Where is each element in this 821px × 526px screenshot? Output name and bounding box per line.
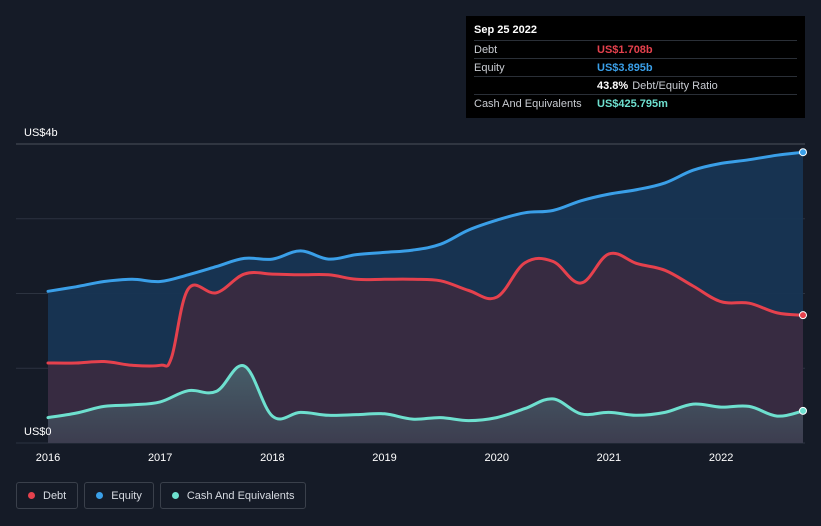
series-lines [46, 150, 805, 423]
y-axis-bottom-label: US$0 [24, 426, 52, 438]
legend-dot-debt [28, 492, 35, 499]
x-tick-label: 2021 [597, 452, 621, 464]
equity-end-marker[interactable] [799, 148, 807, 157]
tooltip-row-ratio: 43.8% Debt/Equity Ratio [474, 76, 797, 94]
tooltip-cash-value: US$425.795m [597, 97, 668, 110]
legend-dot-equity [96, 492, 104, 499]
x-tick-label: 2020 [484, 452, 508, 464]
x-tick-label: 2022 [709, 452, 733, 464]
x-tick-label: 2019 [372, 452, 396, 464]
data-tooltip: Sep 25 2022 Debt US$1.708b Equity US$3.8… [466, 16, 805, 118]
legend-label-cash: Cash And Equivalents [186, 489, 295, 502]
series-end-markers [799, 148, 807, 415]
tooltip-date: Sep 25 2022 [474, 24, 537, 36]
tooltip-equity-label: Equity [474, 61, 505, 74]
x-axis-ticks: 2016 2017 2018 2019 2020 2021 2022 [36, 452, 734, 464]
cash-end-marker[interactable] [799, 406, 807, 415]
tooltip-debt-label: Debt [474, 43, 498, 56]
cash-line [46, 364, 805, 423]
legend-item-equity[interactable]: Equity [84, 482, 154, 509]
series-areas [48, 152, 803, 443]
debt-line [46, 251, 805, 368]
legend-item-cash[interactable]: Cash And Equivalents [159, 482, 307, 509]
x-tick-label: 2018 [260, 452, 284, 464]
tooltip-debt-value: US$1.708b [597, 43, 653, 56]
legend-label-equity: Equity [111, 489, 142, 502]
legend-item-debt[interactable]: Debt [16, 482, 79, 509]
tooltip-ratio-value: 43.8% [597, 79, 629, 92]
equity-line [46, 150, 805, 293]
tooltip-equity-value: US$3.895b [597, 61, 653, 74]
x-tick-label: 2016 [36, 452, 60, 464]
tooltip-cash-label: Cash And Equivalents [474, 97, 582, 110]
debt-end-marker[interactable] [799, 311, 807, 320]
tooltip-ratio-label: Debt/Equity Ratio [632, 79, 718, 92]
tooltip-row-cash: Cash And Equivalents US$425.795m [474, 94, 797, 112]
cash-area [48, 365, 803, 443]
chart-legend: Debt Equity Cash And Equivalents [16, 482, 307, 509]
tooltip-row-debt: Debt US$1.708b [474, 40, 797, 58]
x-tick-label: 2017 [148, 452, 172, 464]
y-axis-top-label: US$4b [24, 127, 58, 139]
tooltip-row-equity: Equity US$3.895b [474, 58, 797, 76]
legend-label-debt: Debt [43, 489, 67, 502]
legend-dot-cash [171, 492, 179, 499]
